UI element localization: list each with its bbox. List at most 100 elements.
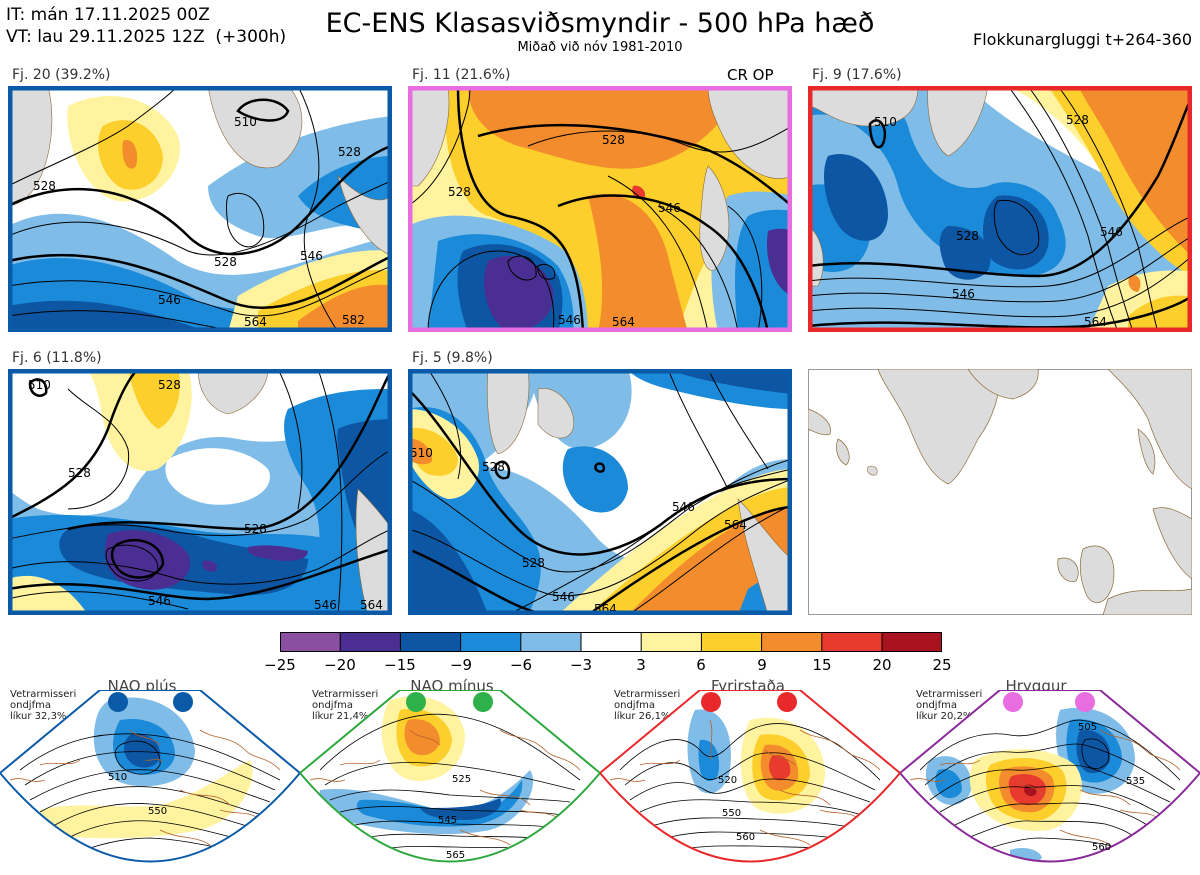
colorbar-tick: −6 bbox=[509, 656, 533, 674]
contour-label: 546 bbox=[300, 249, 323, 263]
regime-probability: líkur 21,4% bbox=[312, 711, 369, 722]
regime-months: ondjfma bbox=[916, 700, 957, 711]
regime-probability: líkur 20,2% bbox=[916, 711, 973, 722]
colorbar-swatch bbox=[701, 632, 762, 652]
cluster-label-5: Fj. 5 (9.8%) bbox=[412, 350, 493, 366]
contour-label: 528 bbox=[602, 133, 625, 147]
regime-season: Vetrarmisseri bbox=[614, 689, 681, 700]
contour-label: 520 bbox=[718, 775, 737, 786]
cluster-frame bbox=[408, 369, 792, 615]
regime-stats-nao-minus: Vetrarmisseri ondjfma líkur 21,4% bbox=[312, 689, 378, 722]
contour-label: 528 bbox=[33, 179, 56, 193]
contour-label: 528 bbox=[482, 460, 505, 474]
contour-label: 510 bbox=[108, 772, 127, 783]
cluster-frame bbox=[808, 86, 1192, 332]
regime-outline bbox=[0, 689, 302, 863]
regime-stats-blocking: Vetrarmisseri ondjfma líkur 26,1% bbox=[614, 689, 680, 722]
contour-label: 510 bbox=[874, 115, 897, 129]
regime-dot bbox=[108, 692, 128, 712]
regime-outline bbox=[298, 689, 602, 863]
colorbar-swatch bbox=[340, 632, 401, 652]
cluster-frame bbox=[408, 86, 792, 332]
contour-label: 528 bbox=[1066, 113, 1089, 127]
cluster-map-3: 510 528 528 546 546 564 bbox=[808, 86, 1192, 332]
regime-outline bbox=[898, 689, 1200, 863]
colorbar-swatch bbox=[280, 632, 341, 652]
regime-dot bbox=[173, 692, 193, 712]
regime-stats-nao-plus: Vetrarmisseri ondjfma líkur 32,3% bbox=[10, 689, 76, 722]
contour-label: 546 bbox=[952, 287, 975, 301]
regime-dot bbox=[406, 692, 426, 712]
contour-label: 528 bbox=[448, 185, 471, 199]
regime-outline bbox=[598, 689, 902, 863]
contour-label: 560 bbox=[736, 832, 755, 843]
colorbar-swatch bbox=[821, 632, 882, 652]
cluster-label-3: Fj. 9 (17.6%) bbox=[812, 67, 902, 83]
contour-label: 528 bbox=[214, 255, 237, 269]
colorbar-tick: 3 bbox=[636, 656, 646, 674]
regime-stats-ridge: Vetrarmisseri ondjfma líkur 20,2% bbox=[916, 689, 982, 722]
contour-label: 565 bbox=[446, 850, 465, 861]
colorbar-tick: 9 bbox=[757, 656, 767, 674]
vt-line: VT: lau 29.11.2025 12Z (+300h) bbox=[6, 27, 287, 47]
cluster-label-1: Fj. 20 (39.2%) bbox=[12, 67, 111, 83]
regime-dot bbox=[777, 692, 797, 712]
colorbar-tick: 20 bbox=[872, 656, 892, 674]
colorbar-swatch bbox=[761, 632, 822, 652]
classification-window: Flokkunargluggi t+264-360 bbox=[973, 30, 1192, 49]
cluster-label-2: Fj. 11 (21.6%) bbox=[412, 67, 511, 83]
colorbar-tick: 6 bbox=[696, 656, 706, 674]
contour-label: 545 bbox=[438, 815, 457, 826]
regime-map-ridge: 505 535 560 bbox=[898, 689, 1200, 871]
contour-label: 528 bbox=[522, 556, 545, 570]
cluster-frame bbox=[8, 369, 392, 615]
contour-label: 546 bbox=[672, 500, 695, 514]
contour-label: 582 bbox=[342, 313, 365, 327]
contour-label: 564 bbox=[244, 315, 267, 329]
contour-label: 546 bbox=[314, 598, 337, 612]
it-line: IT: mán 17.11.2025 00Z bbox=[6, 5, 210, 25]
contour-label: 546 bbox=[158, 293, 181, 307]
contour-label: 546 bbox=[552, 590, 575, 604]
contour-label: 546 bbox=[1100, 225, 1123, 239]
colorbar-swatch bbox=[581, 632, 642, 652]
regime-season: Vetrarmisseri bbox=[916, 689, 983, 700]
colorbar-tick: −3 bbox=[569, 656, 593, 674]
colorbar-swatch bbox=[460, 632, 521, 652]
colorbar-tick: −9 bbox=[449, 656, 473, 674]
contour-label: 546 bbox=[658, 201, 681, 215]
cr-op-label: CR OP bbox=[727, 66, 774, 84]
contour-label: 510 bbox=[234, 115, 257, 129]
colorbar-swatch bbox=[641, 632, 702, 652]
colorbar-tick: −25 bbox=[264, 656, 296, 674]
contour-label: 550 bbox=[722, 808, 741, 819]
colorbar-tick: 15 bbox=[812, 656, 832, 674]
contour-label: 546 bbox=[148, 594, 171, 608]
contour-label: 535 bbox=[1126, 776, 1145, 787]
cluster-map-1: 528 510 528 528 546 546 564 582 bbox=[8, 86, 392, 332]
colorbar bbox=[280, 632, 942, 652]
contour-label: 550 bbox=[148, 806, 167, 817]
regime-dot bbox=[473, 692, 493, 712]
colorbar-swatch bbox=[400, 632, 461, 652]
regime-dot bbox=[1075, 692, 1095, 712]
contour-label: 528 bbox=[68, 466, 91, 480]
contour-label: 505 bbox=[1078, 722, 1097, 733]
contour-label: 528 bbox=[956, 229, 979, 243]
regime-dot bbox=[701, 692, 721, 712]
contour-label: 528 bbox=[338, 145, 361, 159]
colorbar-swatch bbox=[882, 632, 942, 652]
colorbar-tick: −20 bbox=[324, 656, 356, 674]
contour-label: 510 bbox=[410, 446, 433, 460]
contour-label: 528 bbox=[244, 522, 267, 536]
cluster-map-4: 510 528 528 528 546 546 564 bbox=[8, 369, 392, 615]
regime-months: ondjfma bbox=[312, 700, 353, 711]
cluster-map-2: 528 528 546 546 564 bbox=[408, 86, 792, 332]
contour-label: 546 bbox=[558, 313, 581, 327]
contour-label: 528 bbox=[158, 378, 181, 392]
regime-dot bbox=[1003, 692, 1023, 712]
page-subtitle: Miðað við nóv 1981-2010 bbox=[517, 40, 683, 55]
regime-map-blocking: 520 550 560 bbox=[598, 689, 902, 871]
regime-map-nao-plus: 510 550 bbox=[0, 689, 302, 871]
contour-label: 510 bbox=[28, 378, 51, 392]
